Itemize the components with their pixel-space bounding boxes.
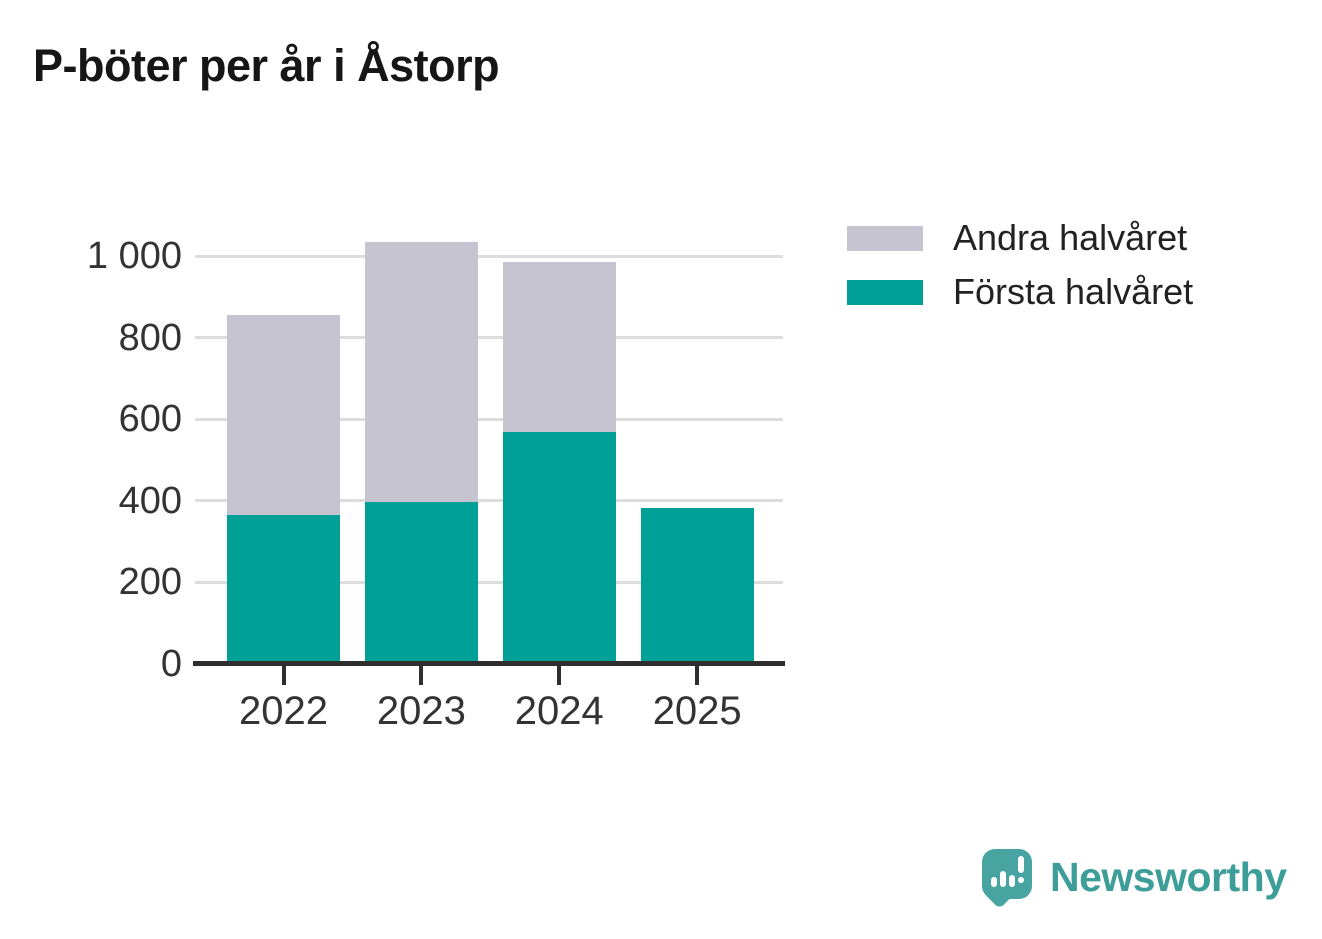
- x-axis-line: [193, 661, 785, 666]
- logo-exclamation-dot: [1018, 877, 1024, 883]
- gridline: [195, 336, 783, 340]
- bar-segment-forsta-halvaret: [640, 508, 754, 662]
- legend-item: Första halvåret: [847, 271, 1193, 313]
- logo-chart-bar: [1009, 875, 1015, 887]
- y-axis-tick-label: 800: [118, 316, 182, 359]
- bar-segment-andra-halvaret: [364, 242, 478, 503]
- gridline: [195, 499, 783, 503]
- y-axis-tick-label: 200: [118, 561, 182, 604]
- y-axis-tick-label: 1 000: [86, 235, 182, 277]
- newsworthy-logo: Newsworthy: [982, 849, 1302, 919]
- x-axis-tick: [281, 666, 286, 685]
- newsworthy-logo-icon: [982, 849, 1032, 909]
- y-axis-tick-label: 400: [118, 479, 182, 522]
- gridline: [195, 580, 783, 584]
- x-axis-tick: [557, 666, 562, 685]
- bar-segment-forsta-halvaret: [364, 502, 478, 662]
- legend-swatch: [847, 225, 923, 251]
- chart-title: P-böter per år i Åstorp: [33, 40, 500, 91]
- logo-chart-bar: [1000, 871, 1006, 887]
- bar-segment-forsta-halvaret: [502, 432, 616, 662]
- legend-swatch: [847, 279, 923, 305]
- bar-segment-andra-halvaret: [502, 262, 616, 433]
- brand-name: Newsworthy: [1050, 854, 1287, 900]
- x-axis-tick: [695, 666, 700, 685]
- x-axis-tick-label: 2024: [514, 689, 604, 733]
- logo-exclamation-icon: [1018, 856, 1024, 873]
- legend-label: Andra halvåret: [953, 217, 1188, 258]
- logo-chart-bar: [991, 877, 997, 887]
- x-axis-tick-label: 2022: [239, 689, 328, 733]
- x-axis-tick-label: 2025: [652, 689, 742, 733]
- bar-segment-forsta-halvaret: [227, 515, 340, 662]
- x-axis-tick-label: 2023: [376, 689, 466, 733]
- y-axis-tick-label: 0: [160, 643, 182, 685]
- x-axis-tick: [419, 666, 424, 685]
- gridline: [195, 254, 783, 258]
- legend-item: Andra halvåret: [847, 217, 1187, 259]
- legend-label: Första halvåret: [953, 271, 1194, 312]
- bar-segment-andra-halvaret: [227, 315, 340, 516]
- gridline: [195, 417, 783, 421]
- y-axis-tick-label: 600: [118, 398, 182, 441]
